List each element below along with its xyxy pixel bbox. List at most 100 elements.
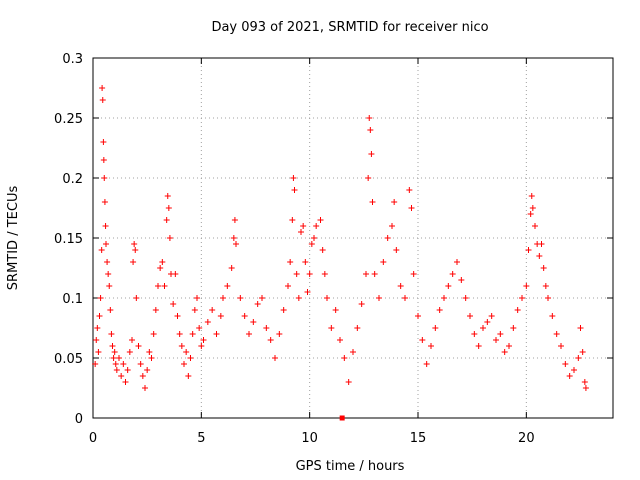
data-point [501, 349, 508, 355]
data-point [432, 325, 439, 331]
data-point [131, 241, 138, 247]
data-point [321, 271, 328, 277]
data-point [300, 223, 307, 229]
data-point [566, 373, 573, 379]
data-point [549, 313, 556, 319]
data-point [259, 295, 265, 301]
data-point [380, 259, 387, 265]
data-point [419, 337, 426, 343]
data-point [105, 271, 112, 277]
y-tick-label: 0.05 [54, 352, 83, 367]
data-point [196, 325, 203, 331]
data-point [113, 367, 120, 373]
data-point [144, 367, 151, 373]
data-point [150, 331, 157, 337]
data-point [194, 295, 200, 301]
data-point [228, 265, 235, 271]
data-point [324, 295, 330, 301]
data-point [139, 373, 146, 379]
data-point [183, 349, 190, 355]
data-point [304, 289, 311, 295]
data-point [191, 307, 198, 313]
data-point [480, 325, 486, 331]
data-point [250, 319, 257, 325]
data-point [99, 97, 106, 103]
data-point [350, 349, 356, 355]
data-point [306, 271, 313, 277]
data-point [391, 199, 398, 205]
data-point [519, 295, 525, 301]
data-point [178, 343, 185, 349]
data-point [200, 337, 207, 343]
data-point [384, 235, 391, 241]
data-point [525, 247, 532, 253]
data-point [332, 307, 339, 313]
data-point [241, 313, 248, 319]
data-point [209, 307, 216, 313]
data-point [514, 307, 521, 313]
data-point [152, 307, 159, 313]
data-point [376, 295, 382, 301]
plot-frame [92, 57, 614, 419]
data-point [582, 385, 589, 391]
data-point [358, 301, 365, 307]
data-point [579, 349, 586, 355]
data-point [267, 337, 274, 343]
data-point [100, 139, 107, 145]
data-point [536, 253, 543, 259]
data-point [220, 295, 226, 301]
data-point [98, 247, 105, 253]
data-point [423, 361, 430, 367]
data-point [94, 325, 101, 331]
y-tick-label: 0 [75, 412, 83, 427]
data-point [471, 331, 478, 337]
data-point [95, 349, 102, 355]
grid-lines [93, 58, 613, 418]
data-point [120, 361, 127, 367]
data-point [176, 331, 183, 337]
data-point [104, 259, 111, 265]
data-point [108, 331, 115, 337]
data-point [111, 349, 118, 355]
data-point [389, 223, 395, 229]
data-point [402, 295, 408, 301]
data-point [110, 355, 117, 361]
data-point [130, 259, 137, 265]
data-point [155, 283, 161, 289]
data-point [93, 337, 100, 343]
data-point [231, 217, 238, 223]
data-point [410, 271, 417, 277]
data-point [545, 295, 551, 301]
data-point [204, 319, 211, 325]
data-point [371, 271, 378, 277]
data-point [562, 361, 569, 367]
data-point [308, 241, 315, 247]
data-point [467, 313, 473, 319]
data-point [126, 349, 133, 355]
data-point [406, 187, 413, 193]
data-point [528, 193, 535, 199]
data-point [484, 319, 491, 325]
data-point [462, 295, 469, 301]
y-axis-label: SRMTID / TECUs [6, 186, 21, 291]
data-point [542, 283, 549, 289]
data-point [527, 211, 534, 217]
data-point [341, 355, 348, 361]
data-point [272, 355, 278, 361]
data-point [164, 193, 171, 199]
data-point [106, 283, 113, 289]
data-point [181, 361, 187, 367]
data-point [159, 259, 166, 265]
data-point [112, 361, 119, 367]
data-point [449, 271, 456, 277]
data-point [133, 295, 140, 301]
data-point [189, 331, 196, 337]
data-point [99, 85, 106, 91]
data-point [230, 235, 237, 241]
data-point [523, 283, 530, 289]
annotations [339, 415, 345, 421]
data-point [109, 343, 116, 349]
data-point [101, 175, 108, 181]
data-point [454, 259, 460, 265]
data-point [581, 379, 588, 385]
